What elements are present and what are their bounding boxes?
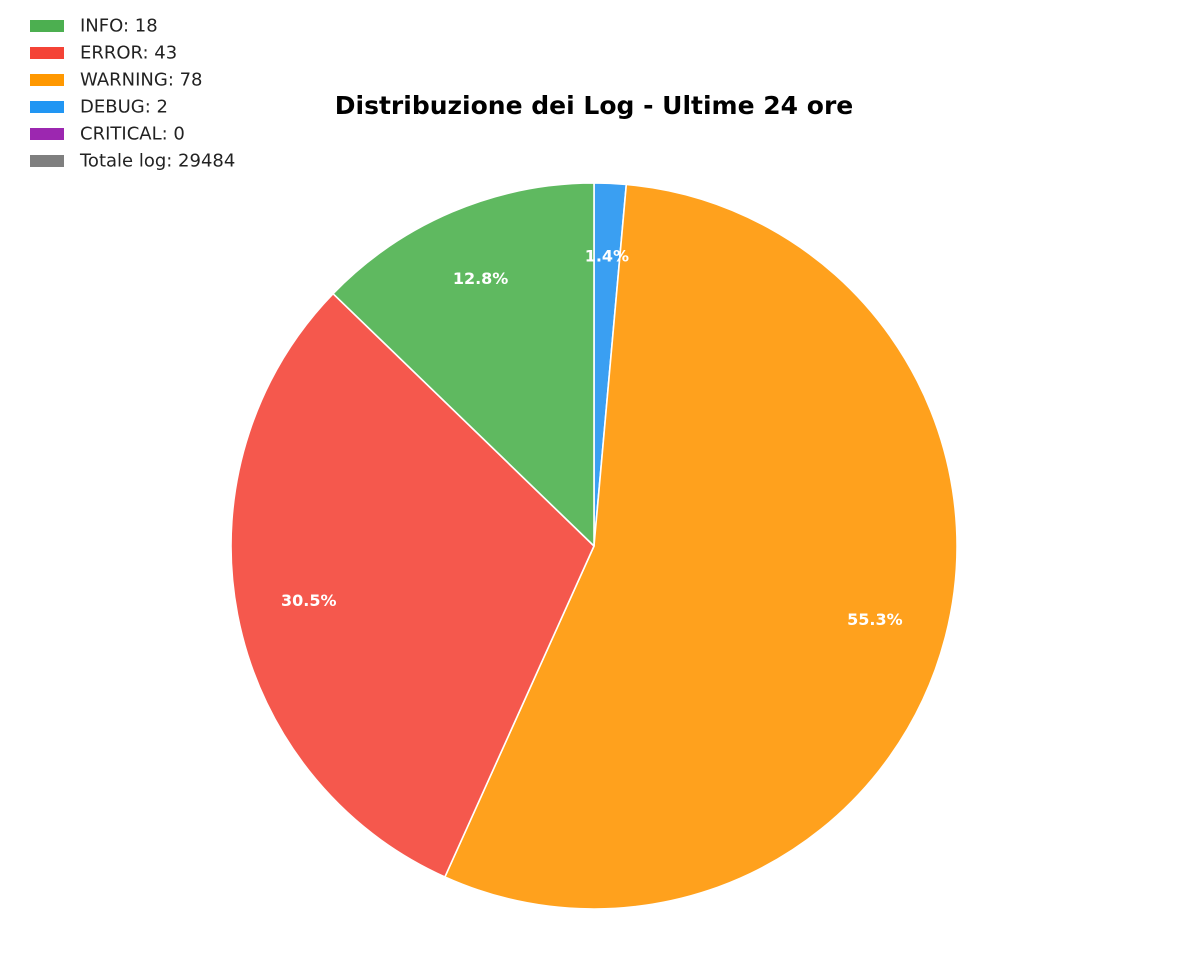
legend-label-5: Totale log: 29484 <box>79 151 235 172</box>
legend-label-0: INFO: 18 <box>80 16 158 37</box>
legend-swatch-1 <box>30 47 64 59</box>
legend-swatch-5 <box>30 155 64 167</box>
pie-slices <box>230 182 958 910</box>
pie-label-debug: 1.4% <box>585 246 629 265</box>
pie-slice-warning <box>444 183 958 910</box>
legend-swatch-4 <box>30 128 64 140</box>
legend-label-3: DEBUG: 2 <box>80 97 168 118</box>
chart-title: Distribuzione dei Log - Ultime 24 ore <box>335 91 853 120</box>
pie-percent-labels: 1.4% 55.3% 30.5% 12.8% <box>281 246 903 629</box>
legend-swatch-0 <box>30 20 64 32</box>
pie-slice-info <box>332 182 595 547</box>
legend: INFO: 18 ERROR: 43 WARNING: 78 DEBUG: 2 CRIT… <box>30 16 235 172</box>
pie-label-info: 12.8% <box>453 269 509 288</box>
legend-label-1: ERROR: 43 <box>80 43 177 64</box>
pie-label-error: 30.5% <box>281 591 337 610</box>
legend-label-4: CRITICAL: 0 <box>80 124 185 145</box>
pie-label-warning: 55.3% <box>847 610 903 629</box>
legend-swatch-3 <box>30 101 64 113</box>
pie-slice-error <box>230 292 595 878</box>
legend-swatch-2 <box>30 74 64 86</box>
legend-label-2: WARNING: 78 <box>80 70 203 91</box>
